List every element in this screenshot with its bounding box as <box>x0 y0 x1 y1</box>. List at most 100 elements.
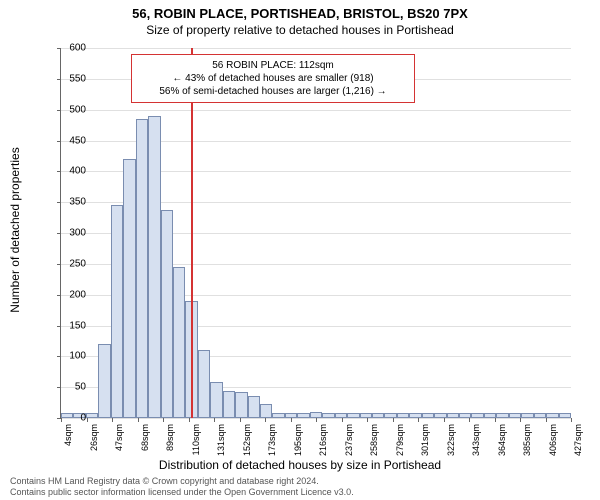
histogram-bar <box>210 382 222 418</box>
footer: Contains HM Land Registry data © Crown c… <box>10 476 354 498</box>
plot-area: 56 ROBIN PLACE: 112sqm ← 43% of detached… <box>60 48 571 419</box>
xtick-label: 237sqm <box>344 424 354 456</box>
xtick-label: 364sqm <box>497 424 507 456</box>
xtick-mark <box>316 418 317 422</box>
histogram-bar <box>434 413 446 418</box>
ytick-label: 400 <box>46 166 86 177</box>
histogram-bar <box>123 159 135 418</box>
xtick-label: 279sqm <box>395 424 405 456</box>
histogram-bar <box>98 344 110 418</box>
histogram-bar <box>248 396 260 418</box>
histogram-bar <box>297 413 309 418</box>
histogram-bar <box>223 391 235 418</box>
histogram-bar <box>471 413 483 418</box>
xtick-label: 343sqm <box>471 424 481 456</box>
xtick-label: 385sqm <box>522 424 532 456</box>
ytick-label: 100 <box>46 351 86 362</box>
ytick-label: 0 <box>46 413 86 424</box>
gridline <box>61 48 571 49</box>
xtick-label: 89sqm <box>165 424 175 451</box>
ytick-label: 450 <box>46 135 86 146</box>
histogram-bar <box>360 413 372 418</box>
xtick-mark <box>367 418 368 422</box>
histogram-bar <box>235 392 247 418</box>
histogram-bar <box>559 413 571 418</box>
histogram-bar <box>136 119 148 418</box>
histogram-bar <box>521 413 533 418</box>
ytick-label: 50 <box>46 382 86 393</box>
xtick-mark <box>112 418 113 422</box>
annotation-line3: 56% of semi-detached houses are larger (… <box>138 85 408 98</box>
histogram-bar <box>447 413 459 418</box>
ytick-label: 250 <box>46 258 86 269</box>
xtick-label: 258sqm <box>369 424 379 456</box>
ytick-label: 300 <box>46 228 86 239</box>
x-axis-label: Distribution of detached houses by size … <box>0 458 600 472</box>
histogram-bar <box>546 413 558 418</box>
xtick-mark <box>87 418 88 422</box>
histogram-bar <box>322 413 334 418</box>
xtick-label: 68sqm <box>140 424 150 451</box>
xtick-mark <box>571 418 572 422</box>
xtick-mark <box>138 418 139 422</box>
xtick-mark <box>469 418 470 422</box>
xtick-label: 216sqm <box>318 424 328 456</box>
annotation-box: 56 ROBIN PLACE: 112sqm ← 43% of detached… <box>131 54 415 103</box>
ytick-label: 500 <box>46 104 86 115</box>
xtick-label: 4sqm <box>63 424 73 446</box>
xtick-mark <box>546 418 547 422</box>
chart-container: 56, ROBIN PLACE, PORTISHEAD, BRISTOL, BS… <box>0 0 600 500</box>
xtick-mark <box>265 418 266 422</box>
xtick-mark <box>291 418 292 422</box>
annotation-line1: 56 ROBIN PLACE: 112sqm <box>138 59 408 72</box>
histogram-bar <box>534 413 546 418</box>
xtick-label: 173sqm <box>267 424 277 456</box>
histogram-bar <box>272 413 284 418</box>
xtick-mark <box>214 418 215 422</box>
ytick-label: 200 <box>46 289 86 300</box>
xtick-mark <box>240 418 241 422</box>
ytick-label: 350 <box>46 197 86 208</box>
xtick-mark <box>495 418 496 422</box>
xtick-label: 427sqm <box>573 424 583 456</box>
chart-title: 56, ROBIN PLACE, PORTISHEAD, BRISTOL, BS… <box>0 0 600 21</box>
footer-line1: Contains HM Land Registry data © Crown c… <box>10 476 354 487</box>
annotation-line2: ← 43% of detached houses are smaller (91… <box>138 72 408 85</box>
xtick-label: 110sqm <box>191 424 201 455</box>
ytick-label: 600 <box>46 43 86 54</box>
xtick-mark <box>393 418 394 422</box>
gridline <box>61 110 571 111</box>
histogram-bar <box>409 413 421 418</box>
ytick-label: 150 <box>46 320 86 331</box>
histogram-bar <box>372 413 384 418</box>
ytick-label: 550 <box>46 73 86 84</box>
y-axis-label: Number of detached properties <box>8 147 22 312</box>
histogram-bar <box>173 267 185 418</box>
histogram-bar <box>397 413 409 418</box>
footer-line2: Contains public sector information licen… <box>10 487 354 498</box>
xtick-label: 195sqm <box>293 424 303 456</box>
histogram-bar <box>422 413 434 418</box>
xtick-label: 301sqm <box>420 424 430 456</box>
histogram-bar <box>384 413 396 418</box>
histogram-bar <box>148 116 160 418</box>
xtick-mark <box>520 418 521 422</box>
xtick-mark <box>189 418 190 422</box>
histogram-bar <box>496 413 508 418</box>
marker-line <box>191 48 193 418</box>
xtick-label: 406sqm <box>548 424 558 456</box>
xtick-mark <box>444 418 445 422</box>
histogram-bar <box>347 413 359 418</box>
xtick-mark <box>163 418 164 422</box>
histogram-bar <box>198 350 210 418</box>
histogram-bar <box>161 210 173 418</box>
xtick-mark <box>418 418 419 422</box>
xtick-mark <box>342 418 343 422</box>
histogram-bar <box>86 413 98 418</box>
histogram-bar <box>260 404 272 418</box>
xtick-label: 47sqm <box>114 424 124 451</box>
xtick-label: 26sqm <box>89 424 99 451</box>
xtick-label: 131sqm <box>216 424 226 456</box>
xtick-label: 152sqm <box>242 424 252 456</box>
chart-subtitle: Size of property relative to detached ho… <box>0 21 600 37</box>
